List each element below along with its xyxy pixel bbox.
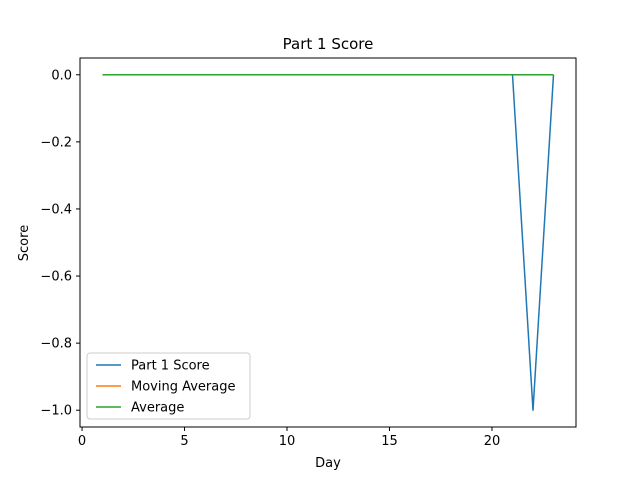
y-tick-label: −0.6 — [40, 270, 72, 285]
legend-label-2: Average — [131, 401, 184, 416]
legend-box — [86, 352, 251, 420]
x-tick-label: 20 — [484, 434, 501, 449]
y-axis-label: Score — [17, 225, 32, 261]
y-tick-label: −0.4 — [40, 202, 72, 217]
y-tick-label: −1.0 — [40, 404, 72, 419]
y-tick-label: −0.8 — [40, 337, 72, 352]
x-tick-label: 0 — [78, 434, 86, 449]
y-tick-label: −0.2 — [40, 135, 72, 150]
x-tick-label: 5 — [180, 434, 188, 449]
plot-area: 0 5 10 15 20 0.0 −0.2 −0.4 −0.6 −0.8 −1.0 — [40, 57, 577, 449]
x-tick-label: 10 — [279, 434, 296, 449]
legend-label-0: Part 1 Score — [131, 359, 210, 374]
legend: Part 1 Score Moving Average Average — [86, 352, 251, 420]
x-tick-label: 15 — [381, 434, 398, 449]
legend-label-1: Moving Average — [131, 380, 235, 395]
chart-title: Part 1 Score — [283, 35, 374, 53]
y-tick-label: 0.0 — [51, 68, 72, 83]
x-axis-label: Day — [315, 456, 341, 471]
axes-frame — [79, 57, 577, 428]
